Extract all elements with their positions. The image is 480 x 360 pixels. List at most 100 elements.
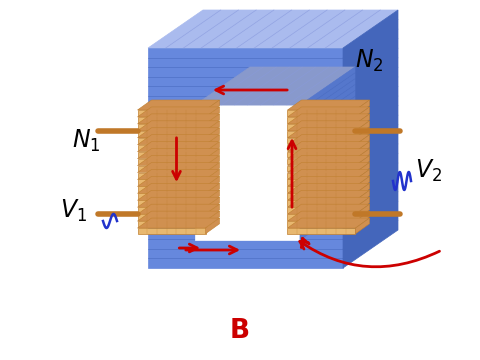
- Polygon shape: [288, 114, 370, 124]
- Polygon shape: [288, 204, 370, 214]
- Polygon shape: [288, 197, 370, 207]
- Polygon shape: [137, 142, 219, 152]
- Polygon shape: [205, 176, 219, 192]
- Polygon shape: [205, 197, 219, 213]
- Text: $N_2$: $N_2$: [355, 48, 384, 74]
- Polygon shape: [137, 128, 219, 138]
- Polygon shape: [137, 124, 205, 130]
- Polygon shape: [205, 149, 219, 164]
- Polygon shape: [288, 200, 356, 206]
- Polygon shape: [288, 110, 356, 116]
- Polygon shape: [288, 228, 356, 234]
- Polygon shape: [205, 170, 219, 185]
- Polygon shape: [288, 214, 356, 220]
- Polygon shape: [356, 121, 370, 136]
- Polygon shape: [343, 10, 398, 268]
- Polygon shape: [205, 156, 219, 171]
- Polygon shape: [137, 200, 205, 206]
- Polygon shape: [288, 211, 370, 221]
- Polygon shape: [288, 207, 356, 213]
- Polygon shape: [137, 211, 219, 221]
- Polygon shape: [137, 179, 205, 185]
- Polygon shape: [356, 149, 370, 164]
- Text: $V_1$: $V_1$: [60, 198, 87, 224]
- Polygon shape: [148, 48, 343, 268]
- Polygon shape: [137, 114, 219, 124]
- Polygon shape: [137, 207, 205, 213]
- Polygon shape: [288, 124, 356, 130]
- Polygon shape: [356, 211, 370, 227]
- Polygon shape: [205, 190, 219, 206]
- Polygon shape: [356, 176, 370, 192]
- Polygon shape: [356, 183, 370, 199]
- Text: $N_1$: $N_1$: [72, 128, 100, 154]
- Polygon shape: [288, 128, 370, 138]
- Polygon shape: [205, 183, 219, 199]
- Polygon shape: [195, 67, 355, 105]
- Polygon shape: [288, 152, 356, 157]
- Polygon shape: [288, 149, 370, 159]
- Polygon shape: [137, 121, 219, 131]
- Polygon shape: [288, 135, 370, 145]
- Polygon shape: [205, 107, 219, 123]
- Polygon shape: [137, 100, 219, 110]
- Polygon shape: [137, 218, 219, 228]
- Polygon shape: [137, 135, 219, 145]
- Polygon shape: [137, 186, 205, 192]
- Polygon shape: [288, 179, 356, 185]
- Polygon shape: [288, 107, 370, 117]
- Polygon shape: [288, 121, 370, 131]
- Polygon shape: [137, 228, 205, 234]
- Polygon shape: [288, 172, 356, 178]
- Polygon shape: [205, 114, 219, 130]
- Polygon shape: [288, 186, 356, 192]
- Polygon shape: [137, 162, 219, 172]
- Polygon shape: [137, 145, 205, 150]
- Polygon shape: [288, 193, 356, 199]
- Polygon shape: [205, 218, 219, 234]
- Polygon shape: [137, 176, 219, 186]
- Polygon shape: [356, 170, 370, 185]
- Polygon shape: [205, 128, 219, 144]
- Polygon shape: [356, 162, 370, 178]
- Polygon shape: [288, 131, 356, 136]
- Polygon shape: [137, 193, 205, 199]
- Polygon shape: [205, 121, 219, 136]
- Polygon shape: [137, 159, 205, 164]
- Polygon shape: [137, 152, 205, 157]
- Polygon shape: [356, 156, 370, 171]
- Polygon shape: [288, 183, 370, 193]
- Polygon shape: [205, 135, 219, 150]
- Polygon shape: [288, 190, 370, 200]
- Polygon shape: [288, 162, 370, 172]
- Polygon shape: [205, 204, 219, 220]
- Polygon shape: [137, 149, 219, 159]
- Polygon shape: [356, 197, 370, 213]
- Polygon shape: [137, 214, 205, 220]
- Polygon shape: [356, 114, 370, 130]
- Polygon shape: [300, 67, 355, 240]
- Polygon shape: [137, 156, 219, 166]
- Polygon shape: [356, 135, 370, 150]
- Polygon shape: [137, 107, 219, 117]
- Polygon shape: [137, 131, 205, 136]
- Polygon shape: [288, 176, 370, 186]
- Polygon shape: [195, 105, 300, 240]
- Polygon shape: [288, 218, 370, 228]
- Polygon shape: [148, 10, 398, 48]
- Polygon shape: [137, 204, 219, 214]
- Polygon shape: [356, 107, 370, 123]
- Polygon shape: [137, 110, 205, 116]
- Polygon shape: [288, 145, 356, 150]
- Polygon shape: [137, 166, 205, 171]
- Polygon shape: [205, 100, 219, 116]
- Polygon shape: [288, 170, 370, 179]
- Polygon shape: [356, 100, 370, 116]
- Polygon shape: [137, 221, 205, 227]
- Polygon shape: [288, 117, 356, 123]
- Polygon shape: [288, 221, 356, 227]
- Polygon shape: [137, 183, 219, 193]
- Polygon shape: [356, 142, 370, 157]
- Polygon shape: [137, 117, 205, 123]
- Polygon shape: [356, 128, 370, 144]
